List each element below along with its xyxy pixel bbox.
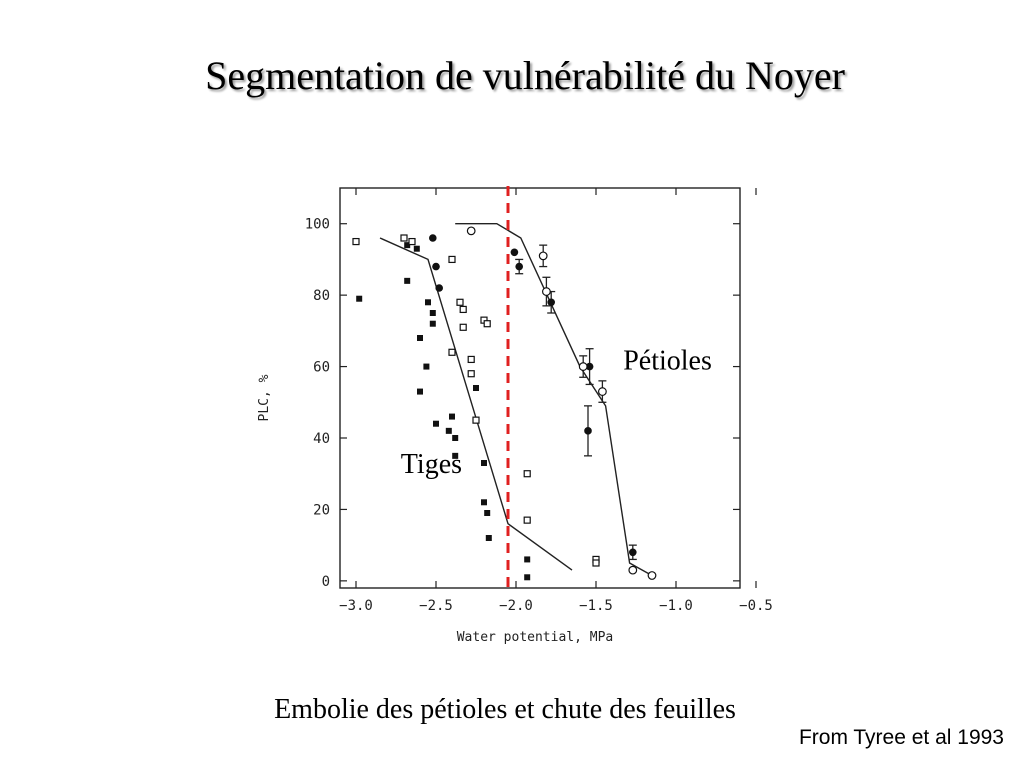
point-open-square — [400, 234, 408, 242]
point-filled-square — [425, 299, 431, 306]
y-tick-label: 20 — [313, 502, 330, 518]
point-open-circle — [578, 362, 588, 371]
axis-ticks — [340, 188, 757, 588]
point-filled-circle — [585, 362, 594, 371]
y-axis-label: PLC, % — [257, 374, 272, 421]
tick-labels: −3.0 −2.5 −2.0 −1.5 −1.0 −0.5 0 20 40 60 80 100 — [305, 217, 773, 614]
point-filled-square — [473, 385, 479, 391]
point-open-square — [523, 470, 531, 478]
point-filled-square — [445, 427, 452, 434]
point-filled-circle — [584, 427, 592, 435]
data-points — [352, 226, 657, 581]
point-filled-circle — [435, 284, 444, 292]
x-tick-label: −1.0 — [659, 598, 693, 614]
y-tick-label: 80 — [313, 288, 330, 304]
point-open-square — [467, 355, 475, 364]
point-filled-square — [356, 295, 363, 302]
point-filled-square — [524, 574, 531, 581]
point-open-circle — [466, 226, 476, 236]
y-tick-label: 60 — [313, 360, 330, 376]
point-filled-square — [433, 420, 439, 427]
point-filled-square — [429, 310, 436, 316]
slide-title: Segmentation de vulnérabilité du Noyer — [205, 53, 845, 98]
annotation-petioles: Pétioles — [623, 345, 712, 376]
point-filled-square — [417, 335, 423, 341]
point-filled-square — [413, 245, 420, 252]
x-tick-label: −1.5 — [579, 598, 613, 614]
point-filled-square — [417, 388, 423, 395]
point-open-square — [523, 516, 531, 524]
x-tick-label: −2.0 — [499, 598, 533, 614]
point-filled-square — [481, 499, 487, 506]
point-open-square — [408, 237, 416, 246]
plot-frame — [339, 187, 741, 589]
point-filled-circle — [547, 298, 555, 307]
point-open-square — [352, 237, 360, 246]
point-open-square — [459, 305, 467, 314]
point-open-circle — [647, 571, 657, 580]
x-tick-label: −3.0 — [339, 598, 373, 614]
y-tick-label: 100 — [305, 217, 330, 233]
point-filled-circle — [432, 262, 440, 271]
x-axis-label: Water potential, MPa — [457, 630, 614, 645]
point-filled-square — [481, 460, 487, 466]
y-tick-label: 40 — [313, 431, 330, 447]
point-open-square — [448, 348, 456, 356]
point-filled-circle — [515, 262, 523, 271]
point-filled-square — [485, 535, 492, 541]
point-open-square — [483, 320, 491, 328]
fit-curves — [379, 223, 653, 577]
annotation-tiges: Tiges — [401, 449, 462, 480]
point-open-square — [592, 559, 600, 567]
point-filled-square — [484, 510, 491, 516]
point-open-circle — [542, 287, 551, 296]
fit-line-pétioles — [455, 223, 653, 577]
point-filled-square — [404, 242, 411, 249]
point-filled-circle — [429, 234, 437, 242]
point-filled-square — [429, 320, 436, 327]
point-filled-circle — [629, 548, 637, 557]
point-open-circle — [628, 565, 638, 575]
slide-caption: Embolie des pétioles et chute des feuill… — [274, 694, 736, 725]
point-filled-square — [423, 363, 430, 370]
point-filled-circle — [510, 248, 519, 257]
point-open-square — [467, 370, 475, 378]
point-open-square — [459, 323, 467, 331]
x-tick-label: −0.5 — [739, 598, 773, 614]
fit-line-tiges — [379, 237, 573, 571]
point-open-square — [456, 298, 464, 306]
point-open-square — [472, 416, 480, 424]
point-filled-square — [452, 435, 459, 441]
y-tick-label: 0 — [322, 574, 330, 590]
point-filled-square — [452, 452, 459, 459]
point-open-square — [448, 255, 456, 264]
source-citation: From Tyree et al 1993 — [798, 726, 1004, 749]
x-tick-label: −2.5 — [419, 598, 453, 614]
point-filled-square — [449, 413, 455, 420]
point-filled-square — [404, 277, 411, 284]
point-filled-square — [524, 556, 531, 563]
point-open-circle — [598, 387, 607, 396]
point-open-circle — [538, 251, 548, 261]
